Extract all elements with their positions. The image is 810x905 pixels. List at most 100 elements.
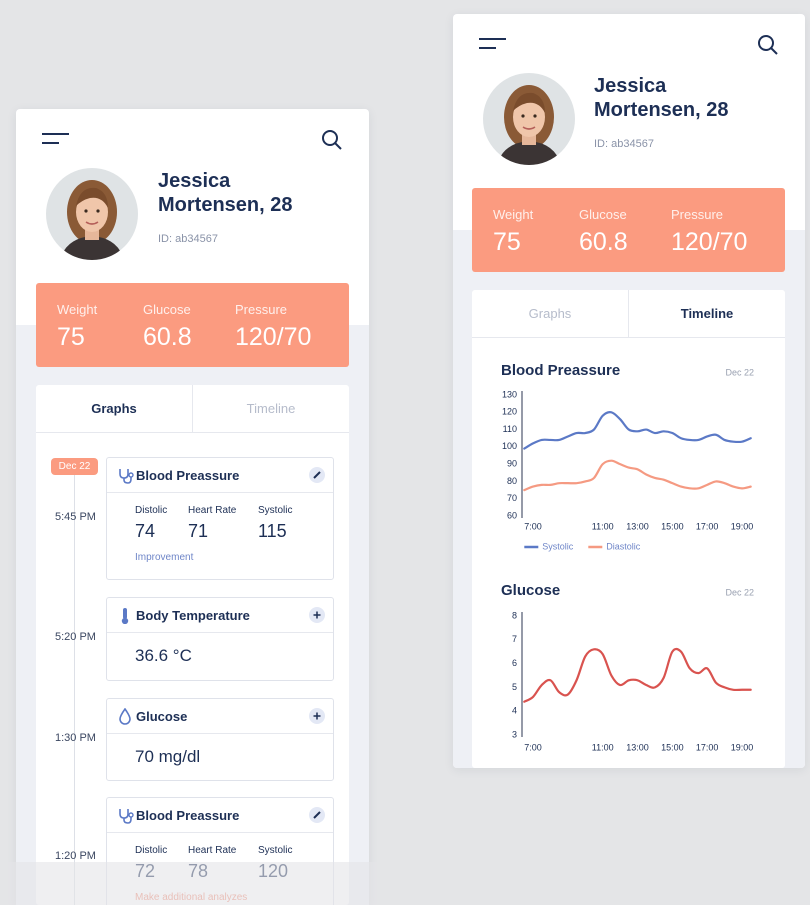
y-tick-label: 80: [507, 476, 517, 486]
phone-screen: Jessica Mortensen, 28 ID: ab34567 Weight 75…: [453, 14, 805, 768]
icon-shape: [313, 471, 321, 479]
tab[interactable]: Timeline: [629, 290, 785, 338]
tab[interactable]: Graphs: [36, 385, 193, 433]
x-tick-label: 13:00: [626, 521, 649, 531]
entry-icon: [119, 708, 131, 725]
stat-label: Weight: [57, 302, 98, 317]
y-tick-label: 70: [507, 493, 517, 503]
metric-value: 74: [135, 521, 156, 541]
tab[interactable]: Timeline: [193, 385, 349, 433]
phone-screen: Jessica Mortensen, 28 ID: ab34567 Weight 75…: [16, 109, 369, 905]
legend-label: Systolic: [542, 541, 574, 551]
entry-action-button[interactable]: [309, 607, 325, 623]
icon-shape: [770, 47, 778, 55]
date-badge: Dec 22: [51, 458, 98, 475]
stat-value: 120/70: [235, 323, 312, 351]
icon-shape: [513, 92, 545, 113]
y-tick-label: 90: [507, 459, 517, 469]
entry-card: Blood Preassure Distolic 74 Heart Rate 71 Sys…: [106, 457, 334, 580]
icon-shape: [522, 126, 536, 130]
entry-title: Blood Preassure: [136, 808, 240, 823]
entry-time: 1:30 PM: [55, 732, 96, 744]
y-tick-label: 3: [512, 729, 517, 739]
icon-shape: [123, 477, 132, 484]
entry-icon: [119, 809, 134, 824]
metric-value: 115: [258, 521, 287, 541]
x-tick-label: 17:00: [696, 521, 719, 531]
profile-name: Jessica Mortensen, 28: [158, 170, 293, 216]
x-tick-label: 11:00: [592, 742, 614, 752]
line-series: [523, 647, 752, 703]
x-tick-label: 11:00: [592, 521, 614, 531]
x-tick-label: 7:00: [524, 742, 542, 752]
icon-shape: [334, 142, 342, 150]
y-tick-label: 110: [503, 424, 517, 434]
entry-icon: [121, 608, 129, 624]
entry-card: Body Temperature 36.6 °C: [106, 597, 334, 681]
charts: Blood Preassure Dec 22 60 70 80 90 100 110 120 13…: [501, 362, 754, 752]
icon-shape: [128, 812, 134, 818]
chart-date: Dec 22: [725, 587, 754, 597]
y-tick-label: 5: [512, 682, 517, 692]
tab-panel: Graphs Timeline Dec 22 5:45 PM Blood Preassu…: [36, 385, 349, 905]
entry-title: Blood Preassure: [136, 468, 240, 483]
line-series: [523, 459, 752, 492]
y-tick-label: 6: [512, 658, 517, 668]
icon-shape: [121, 617, 129, 624]
entry-title: Glucose: [136, 709, 188, 724]
x-tick-label: 13:00: [626, 742, 649, 752]
metric-label: Distolic: [135, 845, 168, 856]
metric-label: Heart Rate: [188, 845, 237, 856]
icon-shape: [84, 209, 88, 213]
stat-label: Weight: [493, 207, 534, 222]
stat-label: Glucose: [143, 302, 191, 317]
entry-action-button[interactable]: [309, 708, 325, 724]
stat-label: Glucose: [579, 207, 627, 222]
tab-panel: Graphs Timeline Blood Preassure Dec 22 60 70 8…: [472, 290, 785, 768]
stat-label: Pressure: [671, 207, 724, 222]
x-tick-label: 19:00: [731, 742, 754, 752]
icon-shape: [123, 817, 132, 824]
tab[interactable]: Graphs: [472, 290, 629, 338]
entry-action-button[interactable]: [309, 807, 325, 823]
x-tick-label: 15:00: [661, 521, 684, 531]
icon-shape: [76, 192, 108, 232]
entry-header: [107, 699, 333, 734]
icon-shape: [513, 97, 545, 137]
search-button[interactable]: [757, 34, 779, 56]
menu-button[interactable]: [42, 131, 70, 147]
entry-header: [107, 798, 333, 833]
y-tick-label: 60: [507, 510, 517, 520]
icon-shape: [758, 35, 774, 51]
chart-title: Blood Preassure: [501, 362, 620, 379]
y-tick-label: 120: [502, 407, 517, 417]
metric-label: Heart Rate: [188, 505, 237, 516]
chart-title: Glucose: [501, 582, 560, 599]
icon-shape: [128, 472, 134, 478]
avatar: [483, 73, 575, 165]
entry-time: 5:20 PM: [55, 631, 96, 643]
metric-label: Systolic: [258, 505, 293, 516]
stat-value: 60.8: [143, 323, 192, 351]
legend-label: Diastolic: [606, 541, 641, 551]
entry-card: Glucose 70 mg/dl: [106, 698, 334, 781]
icon-shape: [76, 187, 108, 208]
icon-shape: [60, 236, 124, 260]
entry-value: 36.6 °C: [135, 646, 192, 665]
entry-time: 5:45 PM: [55, 511, 96, 523]
menu-button[interactable]: [479, 36, 507, 52]
search-button[interactable]: [321, 129, 343, 151]
x-tick-label: 7:00: [524, 521, 542, 531]
y-tick-label: 8: [512, 610, 517, 620]
stats-panel: Weight 75 Glucose 60.8 Pressure 120/70: [472, 188, 785, 272]
icon-shape: [85, 221, 99, 225]
entry-title: Body Temperature: [136, 608, 250, 623]
profile-name: Jessica Mortensen, 28: [594, 75, 729, 121]
profile-id: ID: ab34567: [158, 233, 218, 245]
x-tick-label: 17:00: [696, 742, 719, 752]
entry-action-button[interactable]: [309, 467, 325, 483]
x-tick-label: 15:00: [661, 742, 684, 752]
icon-shape: [96, 209, 100, 213]
metric-value: 71: [188, 521, 209, 541]
icon-shape: [533, 114, 537, 118]
